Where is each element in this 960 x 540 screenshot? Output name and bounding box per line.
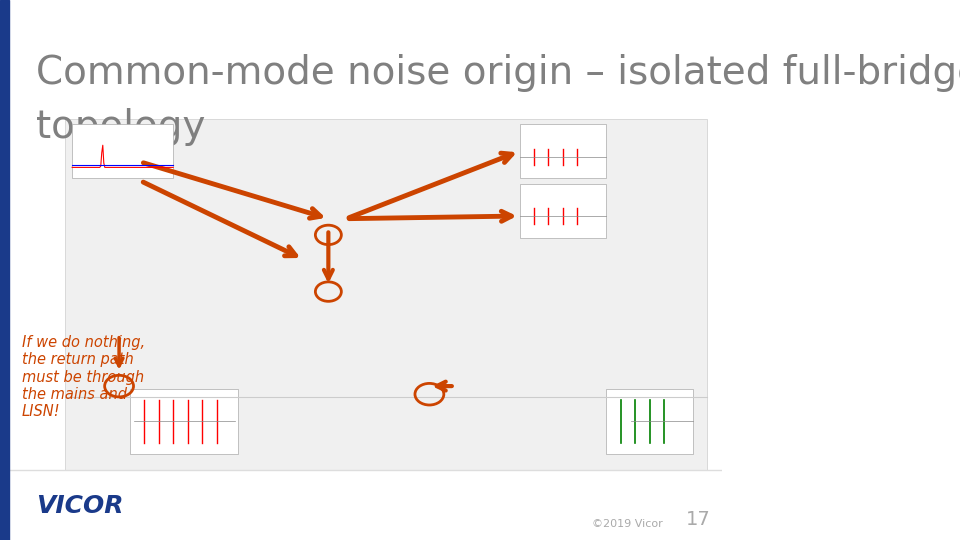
Text: VICOR: VICOR bbox=[36, 495, 124, 518]
Bar bbox=[0, 0, 9, 540]
FancyBboxPatch shape bbox=[519, 184, 606, 238]
Text: ©2019 Vicor: ©2019 Vicor bbox=[591, 519, 662, 529]
FancyBboxPatch shape bbox=[606, 389, 693, 454]
Text: 17: 17 bbox=[685, 510, 710, 529]
Text: If we do nothing,
the return path
must be through
the mains and
LISN!: If we do nothing, the return path must b… bbox=[22, 335, 145, 420]
FancyBboxPatch shape bbox=[65, 119, 708, 470]
FancyBboxPatch shape bbox=[72, 124, 173, 178]
Text: topology: topology bbox=[36, 108, 205, 146]
FancyBboxPatch shape bbox=[519, 124, 606, 178]
FancyBboxPatch shape bbox=[130, 389, 238, 454]
Text: Common-mode noise origin – isolated full-bridge: Common-mode noise origin – isolated full… bbox=[36, 54, 960, 92]
